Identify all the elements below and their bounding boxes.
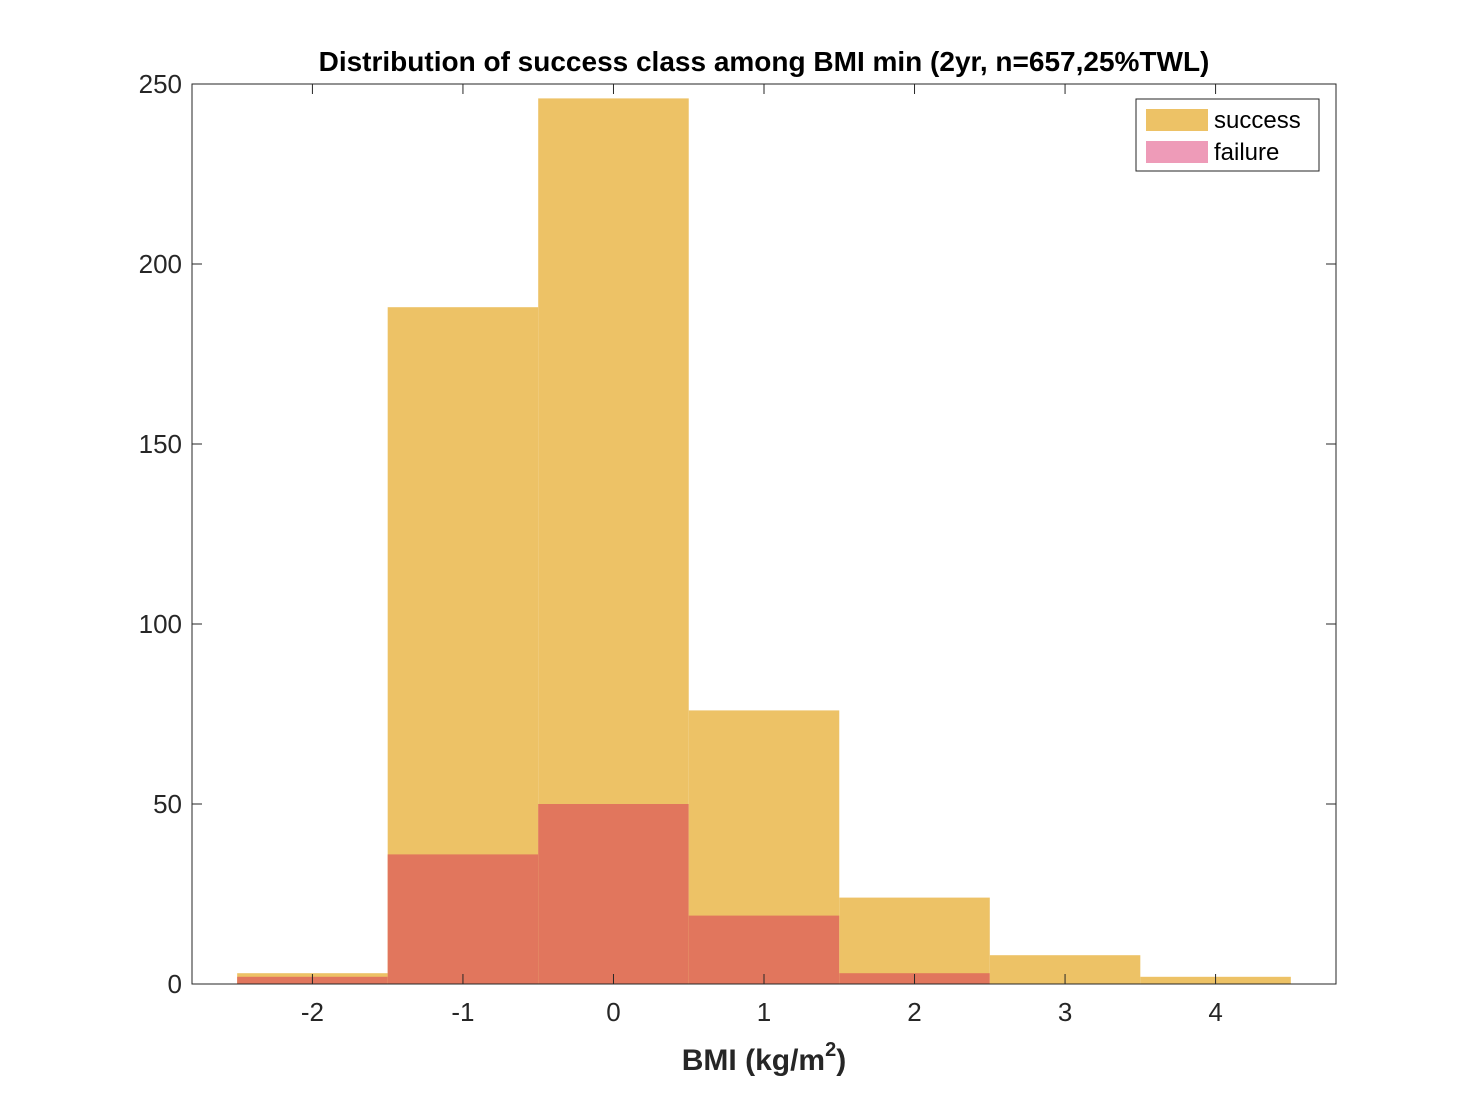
- x-axis-label-base: BMI (kg/m: [682, 1044, 825, 1077]
- x-tick-label-5: 3: [1058, 997, 1072, 1027]
- y-tick-label-0: 0: [168, 969, 182, 999]
- y-tick-label-2: 100: [139, 609, 182, 639]
- x-tick-label-1: -1: [451, 997, 474, 1027]
- legend-swatch-success: [1146, 109, 1208, 131]
- legend-label-failure: failure: [1214, 139, 1279, 166]
- x-tick-label-2: 0: [606, 997, 620, 1027]
- y-tick-label-4: 200: [139, 249, 182, 279]
- axis-ticks: -2 -1 0 1 2 3 4 0 50 100 150 200 250: [139, 69, 1336, 1027]
- x-axis-label-end: ): [836, 1044, 846, 1077]
- bars-layer: [237, 98, 1291, 984]
- legend-swatch-failure: [1146, 141, 1208, 163]
- bar-success-4: [839, 897, 990, 984]
- y-tick-label-1: 50: [153, 789, 182, 819]
- legend-label-success: success: [1214, 107, 1301, 134]
- chart-title: Distribution of success class among BMI …: [319, 46, 1210, 77]
- bar-failure-2: [538, 804, 689, 984]
- bar-failure-3: [688, 915, 840, 984]
- x-tick-label-4: 2: [907, 997, 921, 1027]
- bar-failure-1: [387, 854, 539, 984]
- x-axis-label-sup: 2: [825, 1039, 836, 1061]
- y-tick-label-5: 250: [139, 69, 182, 99]
- y-tick-label-3: 150: [139, 429, 182, 459]
- legend: success failure: [1135, 98, 1320, 172]
- x-tick-label-6: 4: [1208, 997, 1222, 1027]
- x-tick-label-3: 1: [757, 997, 771, 1027]
- x-axis-label: BMI (kg/m2): [682, 1039, 846, 1077]
- x-tick-label-0: -2: [301, 997, 324, 1027]
